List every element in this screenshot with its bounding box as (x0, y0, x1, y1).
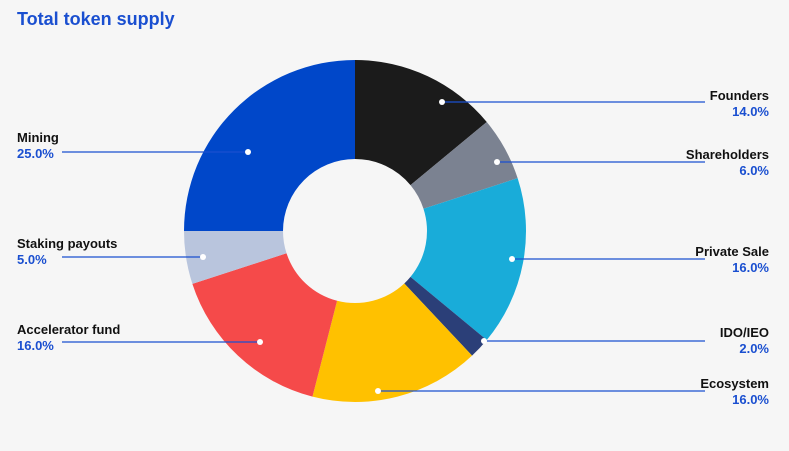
slice-percent: 14.0% (732, 104, 769, 119)
leader-dot (509, 256, 515, 262)
donut-slice (410, 178, 526, 340)
slice-name: Shareholders (686, 147, 769, 162)
slice-name: IDO/IEO (720, 325, 769, 340)
slice-percent: 16.0% (732, 392, 769, 407)
donut-slice (312, 283, 473, 402)
leader-dot (245, 149, 251, 155)
chart-title: Total token supply (17, 9, 175, 29)
leader-dot (257, 339, 263, 345)
donut-slice (184, 231, 287, 284)
slice-percent: 16.0% (17, 338, 54, 353)
slice-name: Mining (17, 130, 59, 145)
slice-percent: 6.0% (739, 163, 769, 178)
donut-slice (192, 253, 338, 397)
slice-percent: 5.0% (17, 252, 47, 267)
slice-percent: 16.0% (732, 260, 769, 275)
donut-slice (184, 60, 355, 231)
leader-dot (481, 338, 487, 344)
leader-dot (200, 254, 206, 260)
slice-name: Founders (710, 88, 769, 103)
leader-dot (375, 388, 381, 394)
donut-slice (410, 122, 518, 209)
donut-slice (355, 60, 487, 186)
slice-name: Accelerator fund (17, 322, 120, 337)
slice-percent: 25.0% (17, 146, 54, 161)
donut-slice (404, 276, 487, 356)
slice-name: Ecosystem (700, 376, 769, 391)
slice-name: Private Sale (695, 244, 769, 259)
leader-dot (494, 159, 500, 165)
slice-name: Staking payouts (17, 236, 117, 251)
slice-percent: 2.0% (739, 341, 769, 356)
leader-dot (439, 99, 445, 105)
